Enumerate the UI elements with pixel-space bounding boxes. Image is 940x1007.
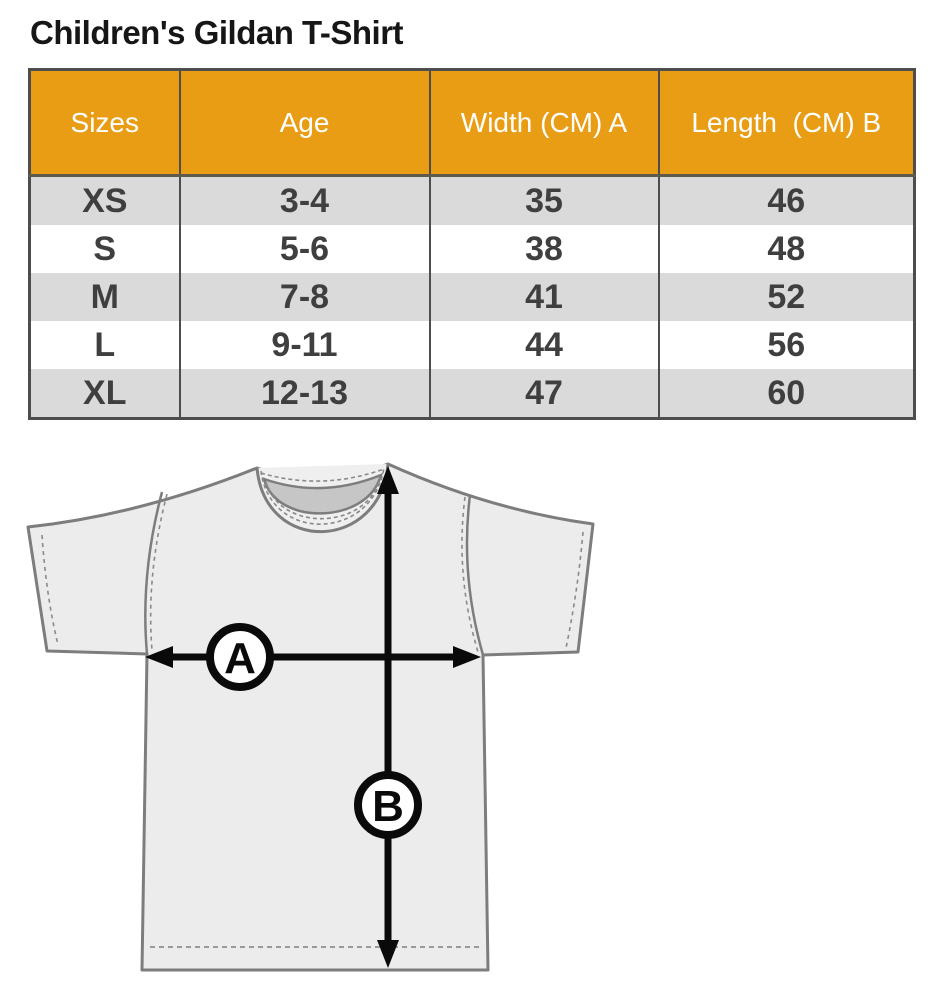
col-header-length: Length (CM) B (657, 69, 915, 177)
cell-size: XS (29, 175, 180, 225)
cell-age: 5-6 (178, 225, 430, 273)
table-header-row: Sizes Age Width (CM) A Length (CM) B (29, 69, 915, 177)
tshirt-measurement-diagram: A B (26, 462, 595, 972)
tshirt-outline (26, 462, 595, 972)
cell-age: 3-4 (178, 175, 430, 225)
cell-age: 12-13 (178, 369, 430, 419)
length-arrowhead-top (377, 466, 399, 494)
cell-length: 60 (657, 369, 915, 419)
table-row: S 5-6 38 48 (29, 225, 915, 273)
cell-length: 46 (657, 175, 915, 225)
col-header-sizes: Sizes (29, 69, 180, 177)
table-row: XS 3-4 35 46 (29, 175, 915, 225)
cell-size: M (29, 273, 180, 321)
col-header-age: Age (178, 69, 430, 177)
armhole-stitch-left (149, 493, 168, 651)
armhole-seam-left (144, 491, 164, 655)
cell-length: 56 (657, 321, 915, 369)
armhole-stitch-right (461, 496, 479, 653)
cell-length: 48 (657, 225, 915, 273)
cell-width: 38 (428, 225, 659, 273)
length-marker-label: B (372, 782, 404, 831)
armhole-seam-right (465, 494, 485, 656)
cell-age: 9-11 (178, 321, 430, 369)
page-title: Children's Gildan T-Shirt (30, 14, 404, 51)
cell-size: S (29, 225, 180, 273)
cell-size: L (29, 321, 180, 369)
col-header-width: Width (CM) A (428, 69, 659, 177)
table-row: L 9-11 44 56 (29, 321, 915, 369)
cell-width: 35 (428, 175, 659, 225)
cell-age: 7-8 (178, 273, 430, 321)
width-arrowhead-left (145, 646, 173, 668)
collar-stitch-bottom (260, 466, 385, 525)
cell-width: 44 (428, 321, 659, 369)
length-arrowhead-bottom (377, 940, 399, 968)
cell-size: XL (29, 369, 180, 419)
length-arrow (377, 466, 399, 968)
collar-inner (262, 472, 383, 515)
cuff-stitch-right (565, 531, 584, 649)
table-row: XL 12-13 47 60 (29, 369, 915, 419)
cell-width: 47 (428, 369, 659, 419)
cell-length: 52 (657, 273, 915, 321)
width-marker-badge (206, 623, 274, 691)
length-marker-badge (354, 771, 422, 839)
collar-stitch-mid (265, 477, 381, 520)
table-row: M 7-8 41 52 (29, 273, 915, 321)
size-table: Sizes Age Width (CM) A Length (CM) B XS … (28, 68, 916, 420)
cuff-stitch-left (41, 534, 59, 646)
cell-width: 41 (428, 273, 659, 321)
width-marker-label: A (224, 634, 256, 683)
width-arrowhead-right (453, 646, 481, 668)
